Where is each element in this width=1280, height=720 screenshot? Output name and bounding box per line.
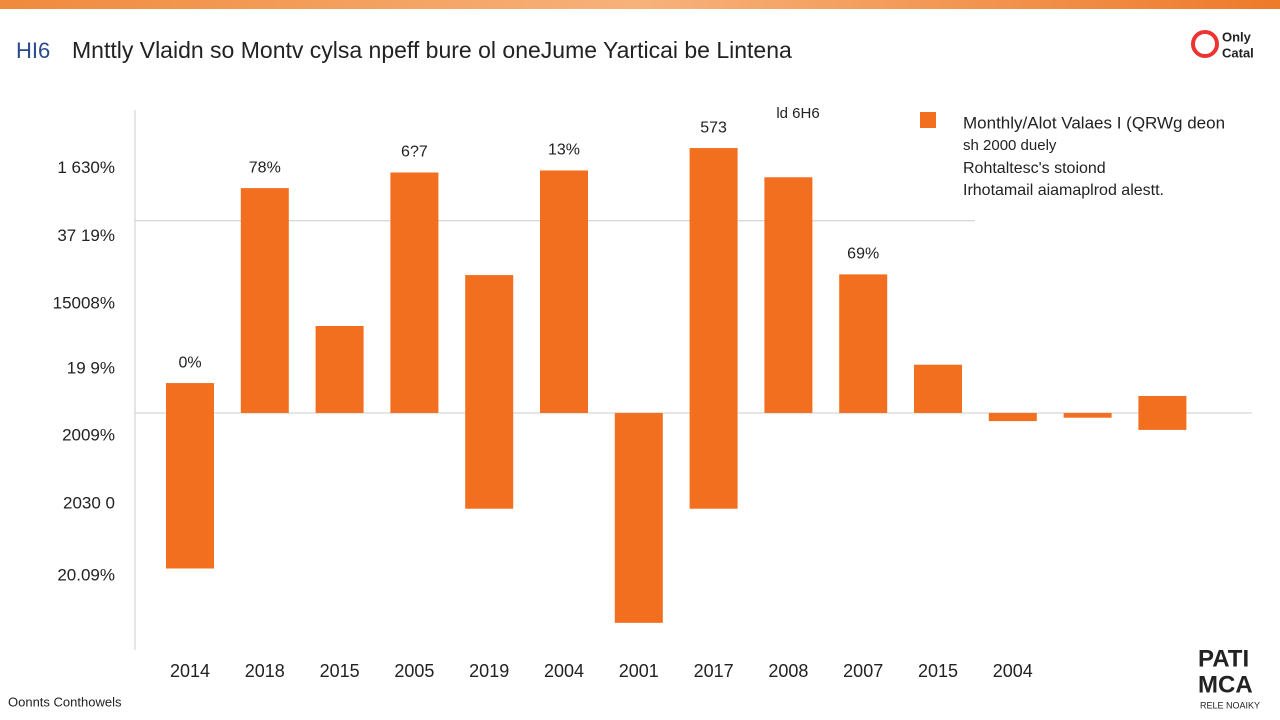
legend-label: Rohtaltesc's stoiond xyxy=(963,160,1106,177)
x-tick-label: 2017 xyxy=(694,661,734,681)
footer-logo: MCA xyxy=(1198,671,1253,698)
legend-label: Monthly/Alot Valaes I (QRWg deon xyxy=(963,113,1225,132)
y-tick-label: 15008% xyxy=(53,294,115,313)
x-tick-label: 2019 xyxy=(469,661,509,681)
data-label: 13% xyxy=(548,142,580,159)
data-label: 69% xyxy=(847,246,879,263)
x-tick-label: 2004 xyxy=(544,661,584,681)
footer-logo: RELE NOAIKY xyxy=(1200,700,1260,710)
bar xyxy=(166,383,214,569)
bar xyxy=(1138,395,1187,430)
y-tick-label: 2030 0 xyxy=(63,493,115,512)
brand: Only xyxy=(1222,29,1252,44)
x-tick-label: 2001 xyxy=(619,661,659,681)
legend-swatch xyxy=(920,112,936,128)
x-tick-label: 2004 xyxy=(993,661,1033,681)
x-tick-label: 2015 xyxy=(320,661,360,681)
x-tick-label: 2007 xyxy=(843,661,883,681)
x-tick-label: 2008 xyxy=(768,661,808,681)
data-label: 0% xyxy=(178,354,201,371)
bar xyxy=(914,364,962,413)
legend-label: sh 2000 duely xyxy=(963,137,1057,154)
x-tick-label: 2015 xyxy=(918,661,958,681)
y-tick-label: 37 19% xyxy=(57,226,115,245)
bar xyxy=(764,177,813,413)
y-tick-label: 2009% xyxy=(62,426,115,445)
x-tick-label: 2014 xyxy=(170,661,210,681)
legend-label: Irhotamail aiamaplrod alestt. xyxy=(963,182,1164,199)
y-tick-label: 1 630% xyxy=(57,158,115,177)
brand-icon xyxy=(1191,30,1219,58)
bar xyxy=(614,412,663,623)
bar xyxy=(240,188,289,413)
bar xyxy=(689,148,738,509)
footer: Oonnts Conthowels xyxy=(8,694,122,709)
top-banner xyxy=(0,0,1280,9)
bar xyxy=(315,326,364,413)
bar xyxy=(1063,412,1112,418)
data-label: 6?7 xyxy=(401,144,428,161)
data-label: 573 xyxy=(700,119,727,136)
logo: HI6 xyxy=(16,38,50,63)
bar xyxy=(540,170,588,413)
data-label: 78% xyxy=(249,159,281,176)
bar xyxy=(465,275,514,509)
chart-title: Mnttly Vlaidn so Montv cylsa npeff bure … xyxy=(72,37,792,63)
y-tick-label: 20.09% xyxy=(57,565,115,584)
bar xyxy=(988,412,1037,422)
annotation: ld 6H6 xyxy=(776,105,819,122)
footer-logo: PATI xyxy=(1198,645,1249,672)
x-tick-label: 2018 xyxy=(245,661,285,681)
y-tick-label: 19 9% xyxy=(67,358,115,377)
bar xyxy=(390,172,439,413)
brand: Catal xyxy=(1222,45,1254,60)
x-tick-label: 2005 xyxy=(394,661,434,681)
bar xyxy=(839,274,888,413)
